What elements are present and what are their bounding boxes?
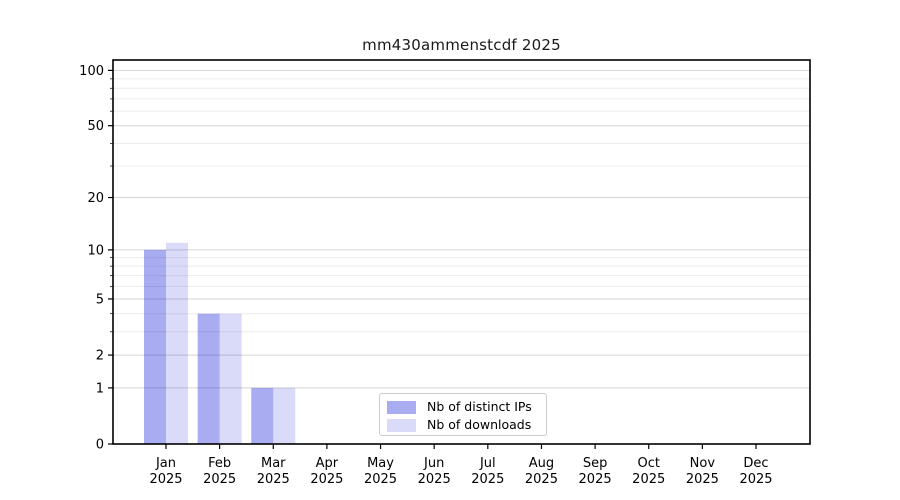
x-tick-label-year: 2025 bbox=[686, 472, 719, 487]
x-tick-label-month: Jan bbox=[155, 456, 176, 471]
x-tick-label-year: 2025 bbox=[203, 472, 236, 487]
legend-item-distinct-ips: Nb of distinct IPs bbox=[387, 399, 540, 415]
x-tick-label-month: Jun bbox=[423, 456, 444, 471]
plot-frame bbox=[112, 59, 811, 445]
legend-item-downloads: Nb of downloads bbox=[387, 417, 540, 433]
x-tick-label-year: 2025 bbox=[149, 472, 182, 487]
bar-downloads-jan bbox=[166, 242, 188, 444]
y-tick-label: 20 bbox=[87, 191, 104, 206]
x-tick-label-year: 2025 bbox=[632, 472, 665, 487]
y-tick-label: 1 bbox=[96, 381, 104, 396]
x-tick-label-year: 2025 bbox=[310, 472, 343, 487]
y-tick-label: 0 bbox=[96, 438, 104, 453]
bar-distinct-ips-feb bbox=[197, 313, 220, 444]
chart-title: mm430ammenstcdf 2025 bbox=[362, 36, 561, 54]
x-tick-label-month: Mar bbox=[261, 456, 286, 471]
x-tick-label-year: 2025 bbox=[418, 472, 451, 487]
legend-label-downloads: Nb of downloads bbox=[427, 417, 532, 432]
x-tick-label-year: 2025 bbox=[525, 472, 558, 487]
legend: Nb of distinct IPs Nb of downloads bbox=[379, 393, 547, 436]
x-tick-label-month: Oct bbox=[637, 456, 659, 471]
bar-distinct-ips-mar bbox=[251, 387, 274, 444]
bar-downloads-mar bbox=[273, 387, 296, 444]
x-tick-label-year: 2025 bbox=[579, 472, 612, 487]
x-tick-label-month: Apr bbox=[316, 456, 339, 471]
legend-swatch-downloads bbox=[387, 418, 416, 432]
legend-label-distinct-ips: Nb of distinct IPs bbox=[427, 399, 532, 414]
x-tick-label-month: Aug bbox=[529, 456, 554, 471]
y-tick-label: 10 bbox=[87, 243, 104, 258]
x-tick-label-year: 2025 bbox=[364, 472, 397, 487]
y-tick-label: 100 bbox=[79, 64, 104, 79]
bar-downloads-feb bbox=[219, 313, 242, 444]
x-tick-label-month: Nov bbox=[690, 456, 716, 471]
y-tick-label: 2 bbox=[96, 349, 104, 364]
x-tick-label-year: 2025 bbox=[739, 472, 772, 487]
x-tick-label-month: Sep bbox=[583, 456, 608, 471]
x-tick-label-year: 2025 bbox=[471, 472, 504, 487]
y-tick-label: 5 bbox=[96, 292, 104, 307]
x-tick-label-month: Feb bbox=[208, 456, 231, 471]
y-tick-label: 50 bbox=[87, 119, 104, 134]
x-tick-label-month: May bbox=[367, 456, 394, 471]
bar-distinct-ips-jan bbox=[144, 249, 166, 444]
legend-swatch-distinct-ips bbox=[387, 400, 416, 414]
x-tick-label-year: 2025 bbox=[257, 472, 290, 487]
x-tick-label-month: Dec bbox=[743, 456, 768, 471]
x-tick-label-month: Jul bbox=[479, 456, 496, 471]
